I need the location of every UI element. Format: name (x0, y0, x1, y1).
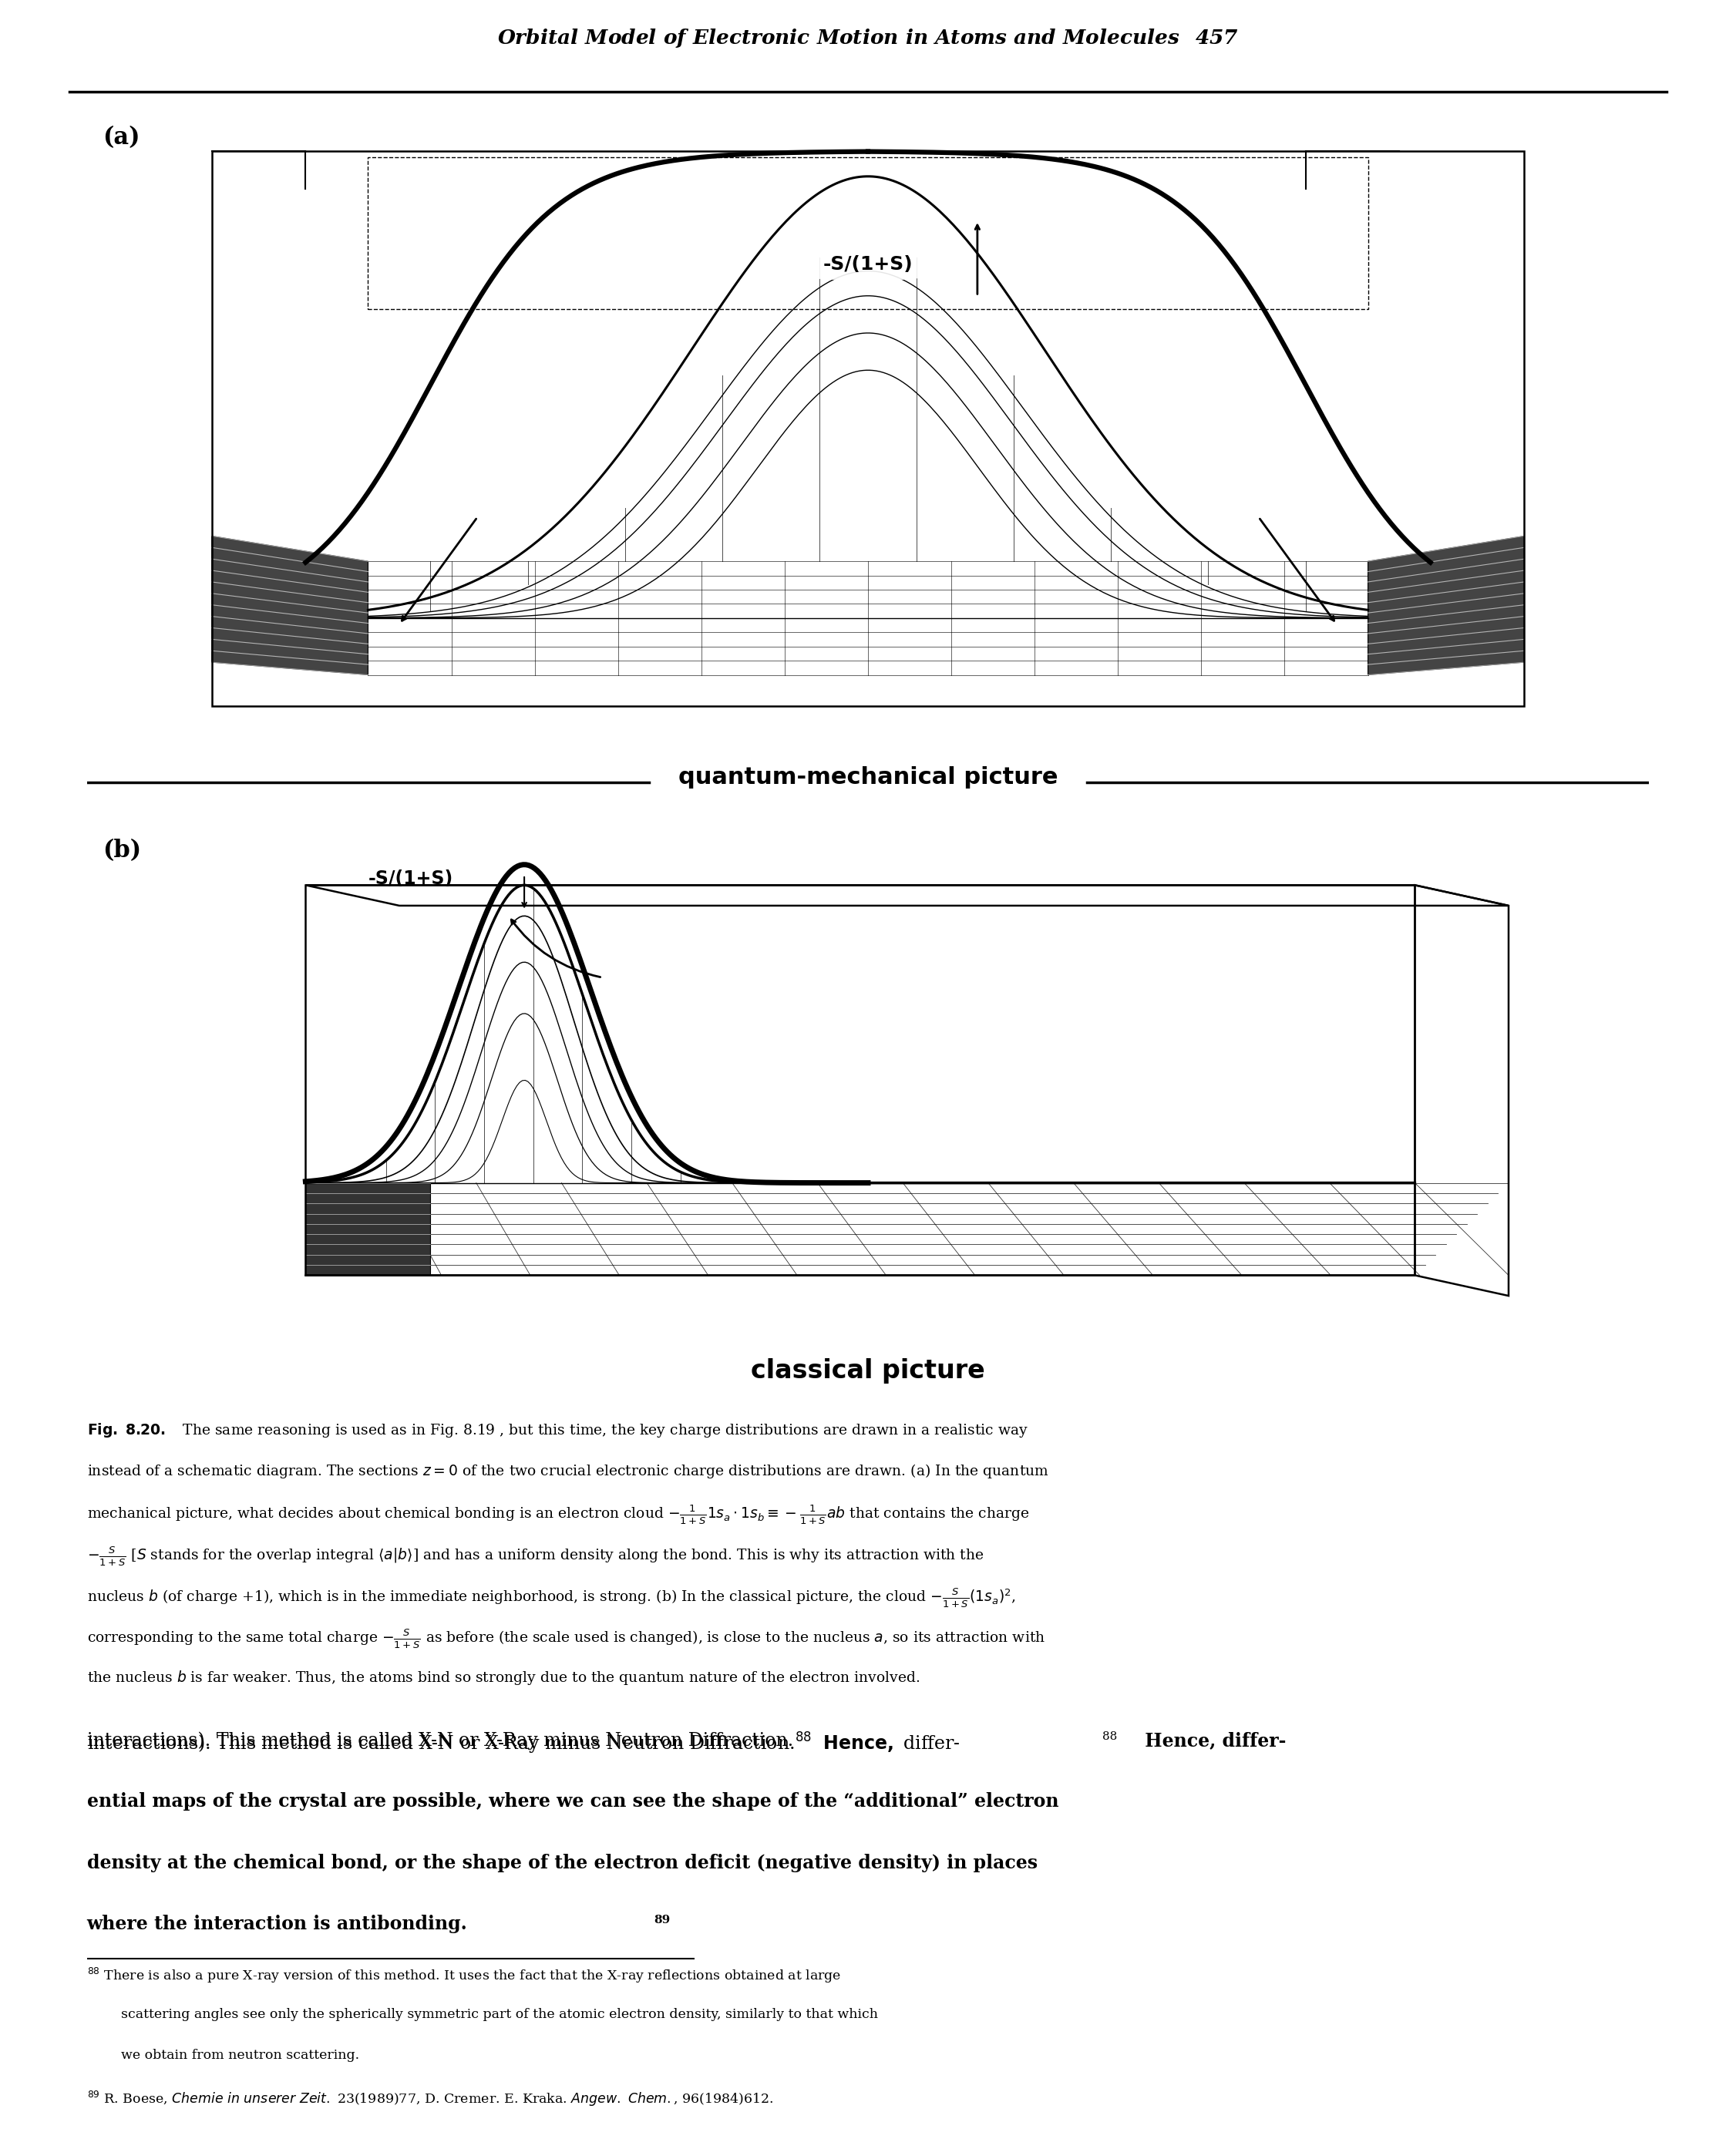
Text: the nucleus $b$ is far weaker. Thus, the atoms bind so strongly due to the quant: the nucleus $b$ is far weaker. Thus, the… (87, 1668, 920, 1688)
Text: instead of a schematic diagram. The sections $z = 0$ of the two crucial electron: instead of a schematic diagram. The sect… (87, 1463, 1049, 1480)
Text: interactions). This method is called X-N or X-Ray minus Neutron Diffraction.: interactions). This method is called X-N… (87, 1730, 793, 1750)
Polygon shape (212, 537, 368, 676)
Bar (212, 152, 1524, 706)
Text: -S/(1+S): -S/(1+S) (368, 871, 453, 888)
Text: $\bf{Fig.\ 8.20.}$   The same reasoning is used as in Fig. 8.19 , but this time,: $\bf{Fig.\ 8.20.}$ The same reasoning is… (87, 1420, 1028, 1440)
Text: $^{89}$ R. Boese, $\it{Chemie\ in\ unserer\ Zeit.}$ 23(1989)77, D. Cremer. E. Kr: $^{89}$ R. Boese, $\it{Chemie\ in\ unser… (87, 2090, 774, 2109)
Text: 88: 88 (1102, 1730, 1118, 1741)
Text: (b): (b) (102, 838, 141, 862)
Text: $-\frac{S}{1+S}$ [$S$ stands for the overlap integral $\langle a|b\rangle$] and : $-\frac{S}{1+S}$ [$S$ stands for the ove… (87, 1544, 984, 1568)
Text: classical picture: classical picture (752, 1358, 984, 1384)
Text: (a): (a) (102, 126, 141, 150)
Text: density at the chemical bond, or the shape of the electron deficit (negative den: density at the chemical bond, or the sha… (87, 1855, 1038, 1872)
Text: mechanical picture, what decides about chemical bonding is an electron cloud $-\: mechanical picture, what decides about c… (87, 1504, 1029, 1527)
Text: corresponding to the same total charge $-\frac{S}{1+S}$ as before (the scale use: corresponding to the same total charge $… (87, 1628, 1045, 1651)
Bar (368, 158, 1368, 308)
Text: interactions). This method is called X-N or X-Ray minus Neutron Diffraction.$^{8: interactions). This method is called X-N… (87, 1730, 960, 1756)
Text: where the interaction is antibonding.: where the interaction is antibonding. (87, 1914, 467, 1934)
Text: Hence, differ-: Hence, differ- (1139, 1730, 1286, 1750)
Text: quantum-mechanical picture: quantum-mechanical picture (679, 766, 1057, 789)
Text: Orbital Model of Electronic Motion in Atoms and Molecules$\;\;\;$457: Orbital Model of Electronic Motion in At… (496, 28, 1240, 49)
Polygon shape (306, 1183, 431, 1275)
Text: $^{88}$ There is also a pure X-ray version of this method. It uses the fact that: $^{88}$ There is also a pure X-ray versi… (87, 1966, 840, 1985)
Text: we obtain from neutron scattering.: we obtain from neutron scattering. (87, 2049, 359, 2062)
Text: ential maps of the crystal are possible, where we can see the shape of the “addi: ential maps of the crystal are possible,… (87, 1792, 1059, 1812)
Text: scattering angles see only the spherically symmetric part of the atomic electron: scattering angles see only the spherical… (87, 2009, 878, 2021)
Text: -S/(1+S): -S/(1+S) (823, 255, 913, 274)
Polygon shape (1368, 537, 1524, 676)
Text: 89: 89 (654, 1914, 670, 1925)
Text: nucleus $b$ (of charge +1), which is in the immediate neighborhood, is strong. (: nucleus $b$ (of charge +1), which is in … (87, 1587, 1016, 1609)
